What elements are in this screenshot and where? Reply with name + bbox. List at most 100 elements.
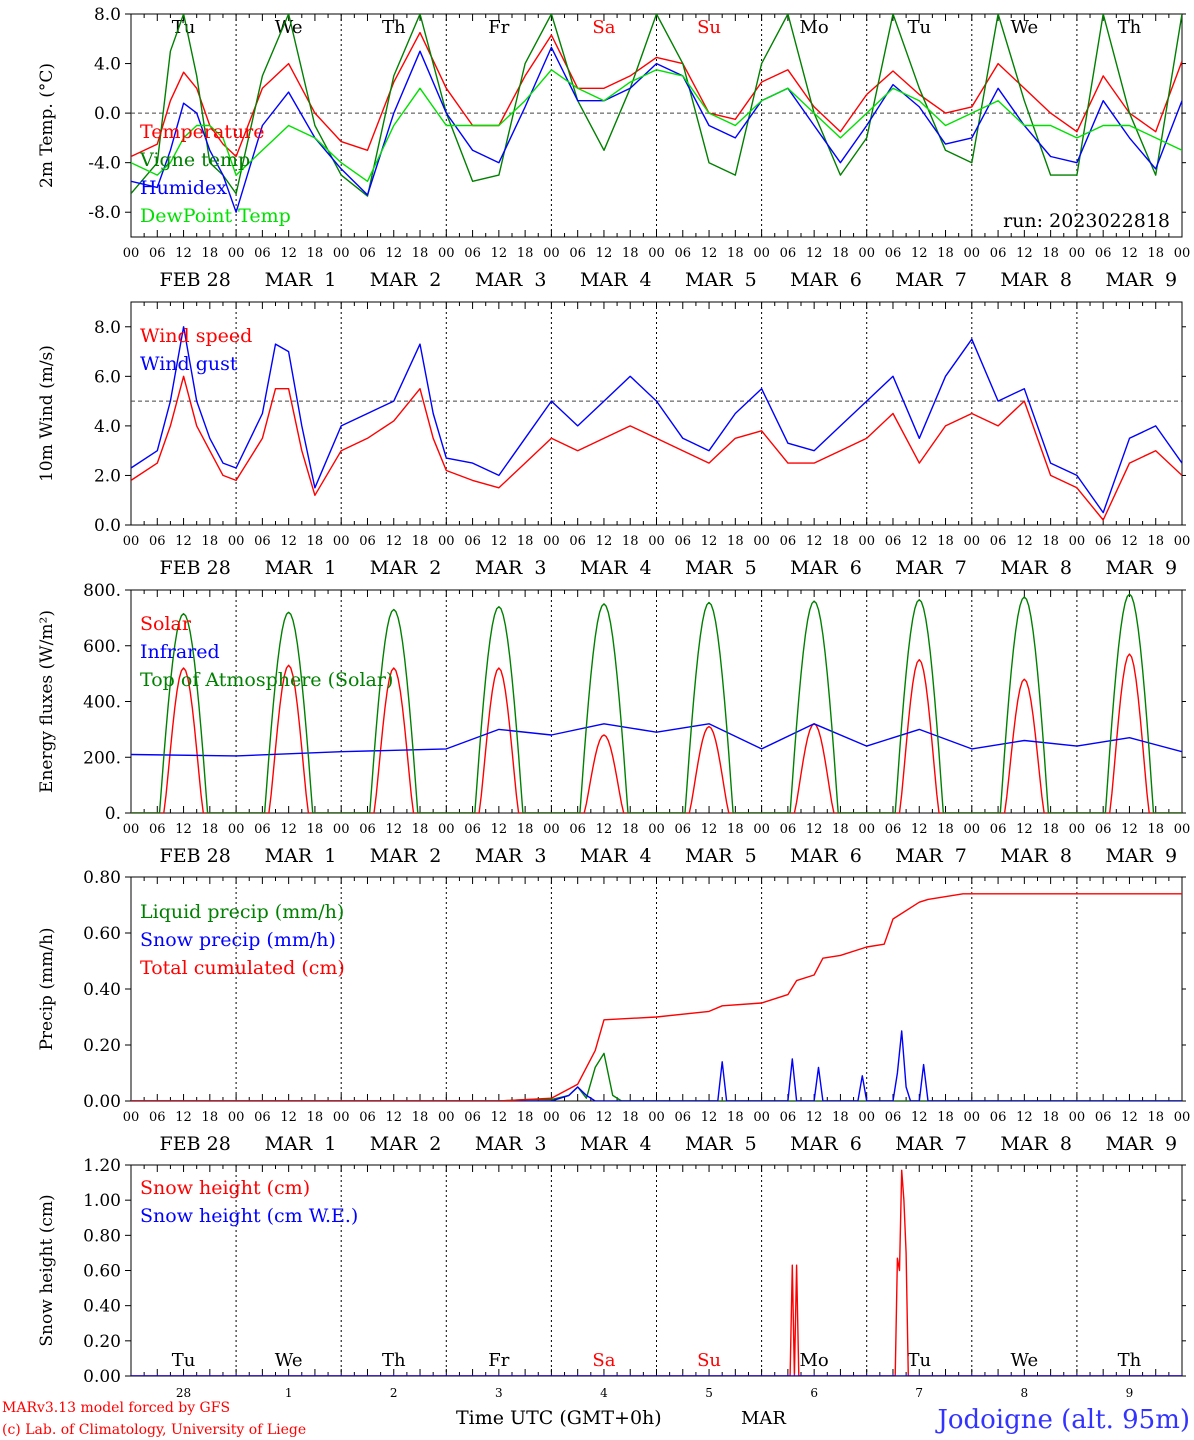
x-hour-label: 12 — [1016, 534, 1033, 549]
x-hour-label: 12 — [701, 246, 718, 261]
x-date-label: MAR 2 — [370, 1133, 442, 1155]
x-hour-label: 06 — [149, 246, 166, 261]
x-hour-label: 18 — [622, 534, 639, 549]
x-hour-label: 18 — [832, 534, 849, 549]
y-tick-label: 800. — [83, 581, 121, 601]
x-hour-label: 00 — [648, 534, 665, 549]
y-tick-label: 2.0 — [94, 466, 121, 486]
x-date-label: FEB 28 — [160, 1133, 231, 1155]
x-hour-label: 00 — [858, 246, 875, 261]
x-day-number: 4 — [600, 1386, 608, 1400]
y-tick-label: 0.20 — [83, 1036, 121, 1056]
x-hour-label: 00 — [543, 534, 560, 549]
y-tick-label: 0.0 — [94, 104, 121, 124]
x-date-label: MAR 9 — [1105, 845, 1177, 867]
x-hour-label: 06 — [1095, 246, 1112, 261]
x-hour-label: 12 — [175, 1110, 192, 1125]
legend-entry: Total cumulated (cm) — [140, 957, 345, 979]
x-date-label: FEB 28 — [160, 269, 231, 291]
panels: 8.04.00.0-4.0-8.02m Temp. (°C)00 06 12 18FE… — [37, 5, 1190, 1400]
x-date-label: MAR 1 — [265, 269, 337, 291]
panel-5: 1.20 1.00 0.80 0.60 0.40 0.20 0.00 Snow height … — [37, 1156, 1186, 1400]
x-hour-label: 18 — [1147, 534, 1164, 549]
x-hour-label: 06 — [675, 1110, 692, 1125]
x-day-number: 9 — [1126, 1386, 1134, 1400]
x-hour-label: 18 — [412, 534, 429, 549]
x-hour-label: 18 — [517, 246, 534, 261]
x-hour-label: 06 — [990, 534, 1007, 549]
x-hour-label: 18 — [727, 1110, 744, 1125]
series-dewpoint-temp-line — [131, 69, 1182, 182]
x-hour-label: 18 — [622, 822, 639, 837]
weekday-label: Sa — [592, 17, 615, 38]
x-hour-label: 18 — [517, 534, 534, 549]
x-hour-label: 12 — [911, 822, 928, 837]
x-hour-label: 06 — [990, 1110, 1007, 1125]
x-hour-label: 18 — [832, 1110, 849, 1125]
x-date-label: MAR 8 — [1000, 557, 1072, 579]
x-hour-label: 06 — [1095, 534, 1112, 549]
x-date-label: MAR 5 — [685, 557, 757, 579]
x-hour-label: 12 — [491, 534, 508, 549]
x-hour-label: 00 — [543, 246, 560, 261]
y-axis-label: Snow height (cm) — [37, 1194, 57, 1346]
x-hour-label: 00 — [1174, 246, 1191, 261]
x-hour-label: 06 — [885, 534, 902, 549]
x-axis-month: MAR — [741, 1408, 786, 1429]
x-hour-label: 18 — [202, 534, 219, 549]
x-hour-label: 12 — [701, 822, 718, 837]
x-hour-label: 06 — [780, 822, 797, 837]
x-hour-label: 18 — [622, 1110, 639, 1125]
series-infrared-line — [131, 723, 1182, 757]
series-group — [131, 593, 1182, 813]
station-name: Jodoigne (alt. 95m) — [934, 1405, 1190, 1435]
x-hour-label: 06 — [149, 1110, 166, 1125]
x-hour-label: 18 — [832, 822, 849, 837]
x-hour-label: 00 — [333, 1110, 350, 1125]
x-hour-label: 00 — [228, 822, 245, 837]
legend-entry: Wind gust — [140, 353, 238, 375]
y-tick-label: 400. — [83, 693, 121, 713]
x-day-number: 6 — [810, 1386, 818, 1400]
x-hour-label: 00 — [123, 1110, 140, 1125]
x-hour-label: 18 — [517, 1110, 534, 1125]
weekday-label: Fr — [488, 17, 509, 38]
x-hour-label: 12 — [701, 534, 718, 549]
weekday-label: Tu — [907, 17, 931, 38]
x-hour-label: 06 — [780, 246, 797, 261]
x-hour-label: 12 — [385, 822, 402, 837]
x-date-label: MAR 2 — [370, 557, 442, 579]
x-hour-label: 18 — [937, 534, 954, 549]
x-hour-label: 12 — [280, 246, 297, 261]
x-hour-label: 12 — [596, 246, 613, 261]
x-date-label: MAR 7 — [895, 1133, 967, 1155]
x-hour-label: 06 — [254, 246, 271, 261]
weekday-label: Tu — [172, 1350, 196, 1371]
x-hour-label: 18 — [727, 246, 744, 261]
x-hour-label: 12 — [175, 822, 192, 837]
x-hour-label: 00 — [753, 534, 770, 549]
x-date-label: MAR 2 — [370, 269, 442, 291]
x-hour-label: 06 — [675, 822, 692, 837]
x-date-label: FEB 28 — [160, 845, 231, 867]
x-day-number: 8 — [1021, 1386, 1029, 1400]
x-day-number: 1 — [285, 1386, 293, 1400]
series-group — [131, 14, 1182, 213]
x-date-label: MAR 9 — [1105, 269, 1177, 291]
x-hour-label: 00 — [858, 822, 875, 837]
x-date-label: MAR 3 — [475, 557, 547, 579]
y-tick-label: 8.0 — [94, 318, 121, 338]
x-hour-label: 00 — [753, 246, 770, 261]
x-hour-label: 06 — [780, 534, 797, 549]
x-hour-label: 18 — [202, 822, 219, 837]
legend-entry: Top of Atmosphere (Solar) — [140, 669, 393, 691]
x-date-label: MAR 6 — [790, 269, 862, 291]
x-hour-label: 12 — [806, 822, 823, 837]
x-hour-label: 18 — [937, 246, 954, 261]
x-hour-label: 06 — [359, 1110, 376, 1125]
x-date-label: MAR 2 — [370, 845, 442, 867]
series-solar-line — [131, 653, 1182, 813]
x-hour-label: 12 — [280, 534, 297, 549]
x-hour-label: 18 — [1042, 822, 1059, 837]
x-hour-label: 12 — [1016, 822, 1033, 837]
